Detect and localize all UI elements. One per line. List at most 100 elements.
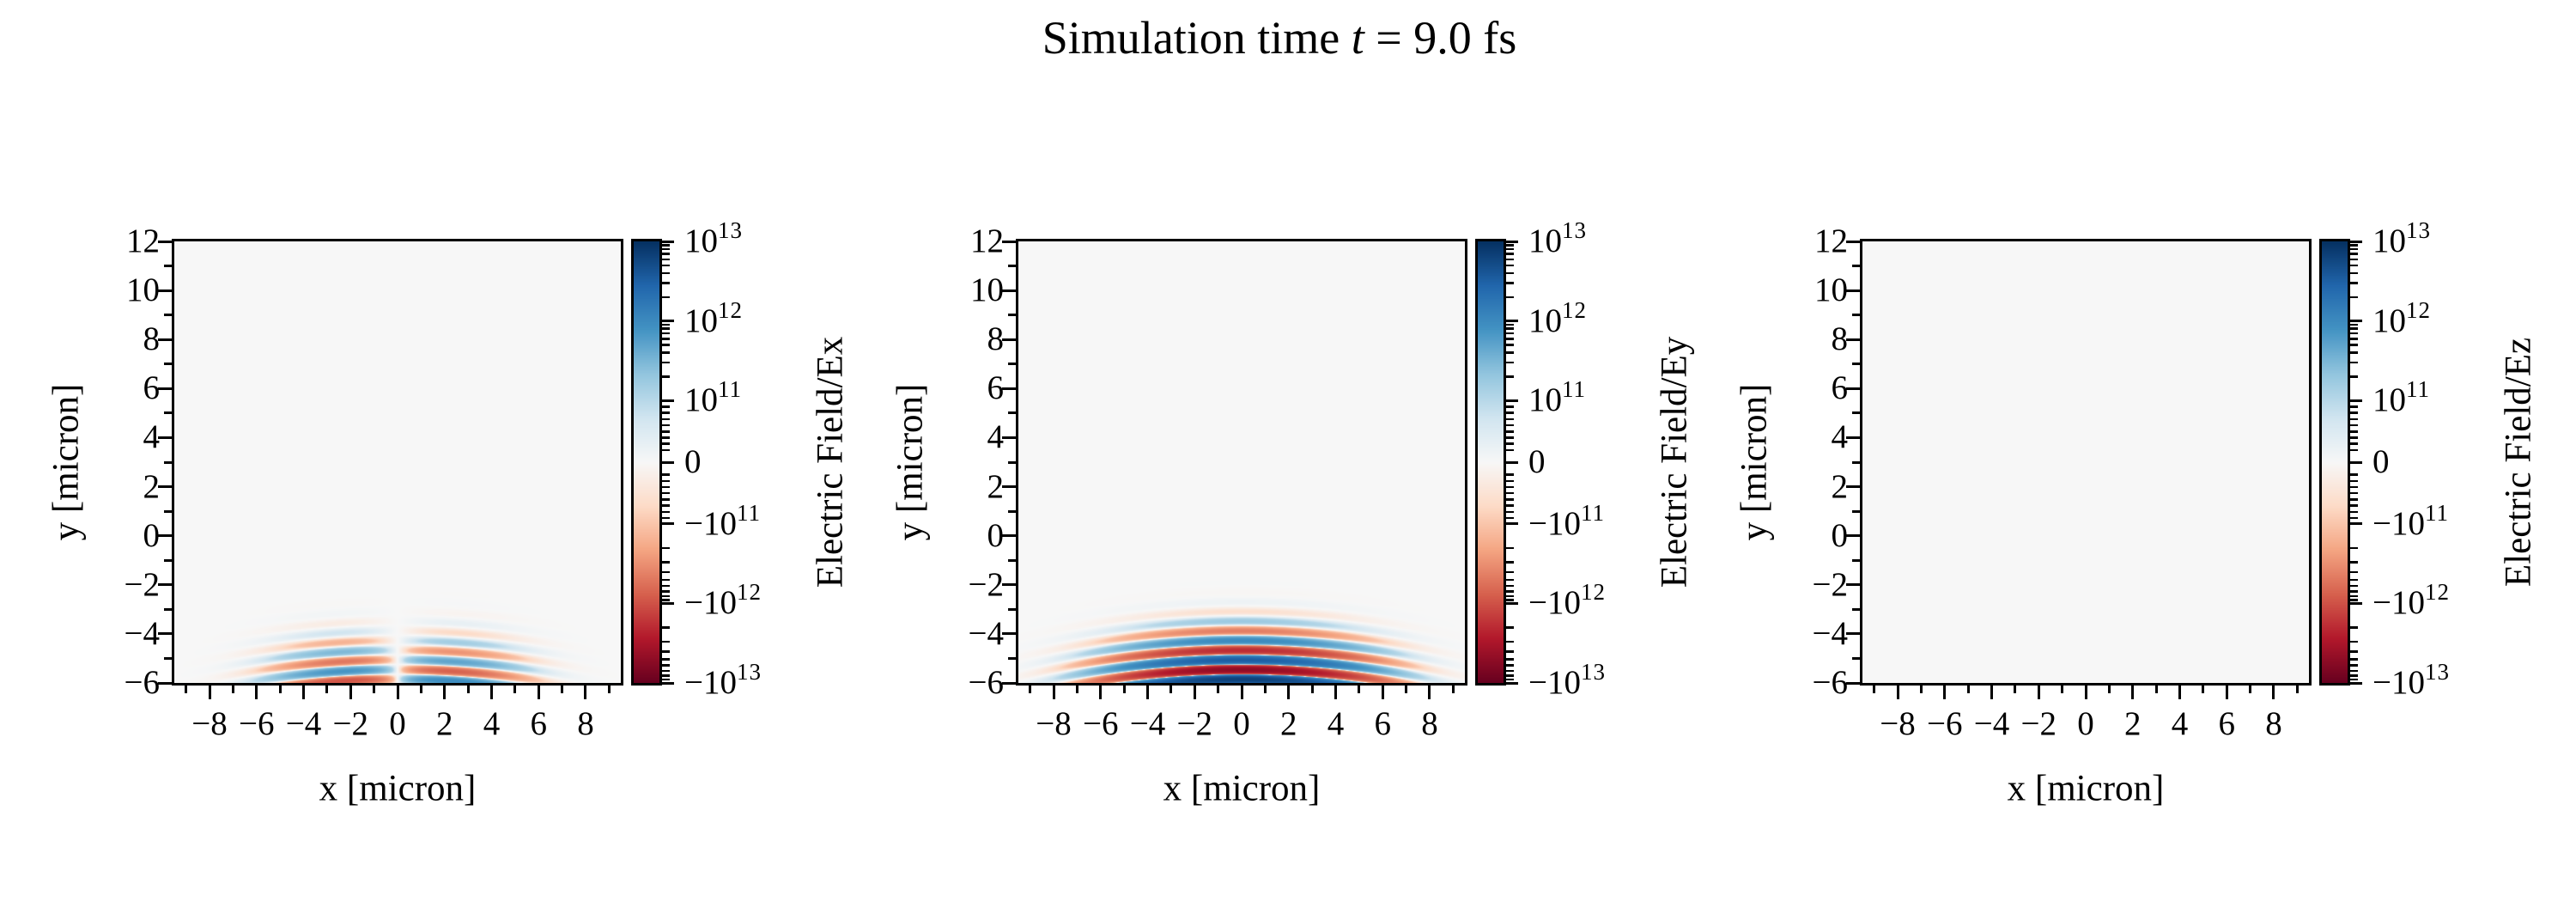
colorbar-major-tick [662, 399, 674, 402]
colorbar-minor-tick [1506, 650, 1514, 653]
colorbar-minor-tick [1506, 546, 1514, 550]
colorbar-minor-tick [2350, 479, 2358, 483]
y-minor-tick [164, 265, 172, 268]
colorbar-minor-tick [2350, 516, 2358, 520]
y-minor-tick [1008, 558, 1016, 562]
x-minor-tick [1405, 686, 1408, 693]
colorbar-tick-label: 1011 [2372, 376, 2430, 419]
x-tick-label: 2 [435, 705, 453, 742]
colorbar-minor-tick [662, 473, 670, 476]
colorbar-minor-tick [662, 375, 670, 378]
y-minor-tick [1008, 460, 1016, 464]
y-tick-label: 6 [1831, 369, 1849, 407]
colorbar-minor-tick [1506, 479, 1514, 483]
colorbar-minor-tick [2350, 584, 2358, 588]
colorbar-minor-tick [662, 436, 670, 439]
y-minor-tick [164, 607, 172, 611]
colorbar-minor-tick [2350, 640, 2358, 643]
colorbar-minor-tick [662, 678, 670, 681]
y-tick-label: 4 [1831, 418, 1849, 456]
y-major-tick [1002, 289, 1016, 292]
y-minor-tick [1008, 509, 1016, 513]
colorbar-minor-tick [1506, 626, 1514, 629]
y-major-tick [1846, 681, 1860, 685]
x-major-tick [1193, 686, 1196, 699]
colorbar-minor-tick [1506, 473, 1514, 476]
y-major-tick [1846, 485, 1860, 489]
colorbar-label-ez: Electric Field/Ez [2498, 337, 2539, 588]
y-major-tick [158, 681, 172, 685]
colorbar-minor-tick [662, 424, 670, 427]
colorbar-tick-label: −1012 [684, 579, 762, 622]
colorbar-tick-label: 1011 [684, 376, 742, 419]
x-minor-tick [419, 686, 422, 693]
x-major-tick [443, 686, 447, 699]
y-tick-label: −6 [124, 664, 161, 701]
colorbar-minor-tick [662, 405, 670, 408]
colorbar-minor-tick [1506, 674, 1514, 677]
x-minor-tick [1919, 686, 1923, 693]
colorbar-major-tick [2350, 601, 2362, 605]
colorbar-minor-tick [662, 578, 670, 582]
y-major-tick [1846, 289, 1860, 292]
x-tick-label: 0 [1233, 705, 1250, 742]
colorbar-minor-tick [1506, 498, 1514, 501]
y-minor-tick [164, 656, 172, 660]
colorbar-minor-tick [2350, 375, 2358, 378]
colorbar-major-tick [1506, 320, 1518, 323]
y-minor-tick [164, 509, 172, 513]
title-value: = 9.0 fs [1364, 12, 1517, 64]
colorbar-minor-tick [662, 599, 670, 601]
y-major-tick [1002, 338, 1016, 341]
x-major-tick [2178, 686, 2181, 699]
x-major-tick [2131, 686, 2135, 699]
colorbar-major-tick [662, 320, 674, 323]
x-minor-tick [561, 686, 564, 693]
colorbar-minor-tick [2350, 247, 2358, 251]
x-major-tick [1240, 686, 1243, 699]
colorbar-minor-tick [1506, 271, 1514, 275]
x-tick-label: 2 [1279, 705, 1297, 742]
colorbar-minor-tick [1506, 361, 1514, 364]
colorbar-minor-tick [1506, 658, 1514, 661]
y-major-tick [158, 534, 172, 538]
colorbar-minor-tick [2350, 594, 2358, 597]
x-major-tick [1381, 686, 1384, 699]
y-major-tick [158, 485, 172, 489]
x-tick-label: 6 [1374, 705, 1391, 742]
colorbar-tick-label: 1013 [684, 217, 743, 259]
x-axis-label-ez: x [micron] [2007, 768, 2165, 809]
colorbar-minor-tick [662, 258, 670, 261]
colorbar-minor-tick [2350, 351, 2358, 354]
y-major-tick [158, 240, 172, 243]
y-tick-label: 0 [987, 516, 1005, 554]
colorbar-label-ex: Electric Field/Ex [810, 336, 851, 588]
y-tick-label: −4 [124, 614, 161, 652]
y-minor-tick [164, 558, 172, 562]
colorbar-ez: 1013 1012 1011 0 −1011 −1012 −1013 [2319, 217, 2449, 701]
y-minor-tick [1852, 363, 1860, 366]
x-tick-label: 8 [577, 705, 594, 742]
colorbar-major-tick [1506, 681, 1518, 685]
x-major-tick [255, 686, 258, 699]
y-minor-tick [1852, 460, 1860, 464]
y-minor-tick [1852, 509, 1860, 513]
colorbar-minor-tick [662, 590, 670, 593]
x-major-tick [302, 686, 306, 699]
colorbar-minor-tick [1506, 669, 1514, 673]
colorbar-ey: 1013 1012 1011 0 −1011 −1012 −1013 [1475, 217, 1605, 701]
colorbar-minor-tick [662, 594, 670, 597]
x-minor-tick [1263, 686, 1267, 693]
x-major-tick [1943, 686, 1947, 699]
colorbar-minor-tick [662, 664, 670, 667]
heatmap-ez [1862, 241, 2309, 683]
y-tick-label: −2 [124, 565, 161, 603]
x-major-tick [537, 686, 540, 699]
x-minor-tick [607, 686, 611, 693]
colorbar-minor-tick [2350, 448, 2358, 452]
colorbar-minor-tick [662, 253, 670, 255]
y-minor-tick [1008, 411, 1016, 415]
colorbar-major-tick [662, 240, 674, 243]
y-major-tick [1002, 436, 1016, 439]
